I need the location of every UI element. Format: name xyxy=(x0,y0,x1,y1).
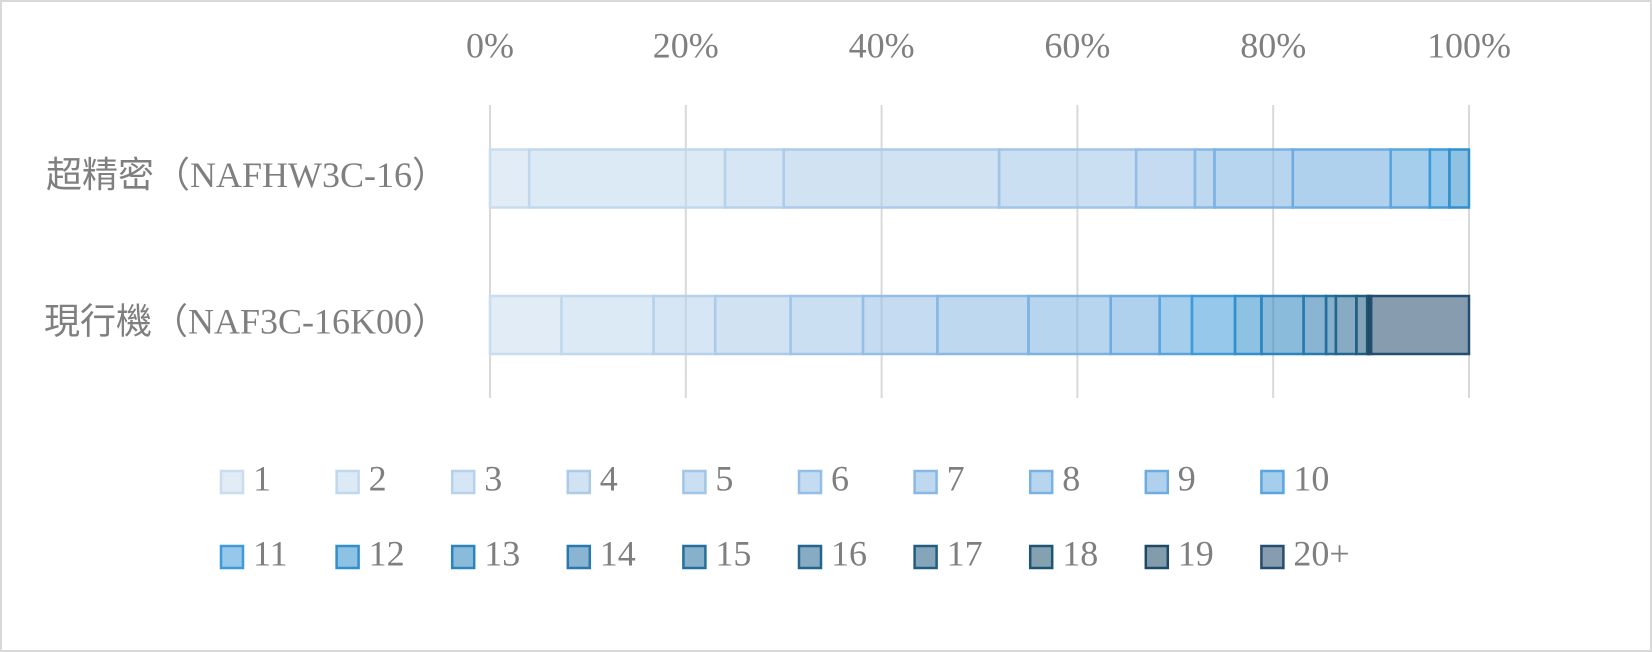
x-tick-label: 40% xyxy=(849,25,915,65)
bar-segment xyxy=(1193,148,1216,209)
bar-segment xyxy=(1291,148,1392,209)
legend-swatch xyxy=(566,544,592,570)
bar-segment xyxy=(488,148,531,209)
legend-label: 17 xyxy=(947,533,983,573)
legend-swatch xyxy=(682,544,707,570)
legend-swatch xyxy=(1260,469,1285,495)
x-tick-label: 80% xyxy=(1240,25,1306,65)
bar-segment xyxy=(1213,148,1295,209)
bar-segment xyxy=(782,148,1001,209)
legend-label: 10 xyxy=(1293,458,1329,498)
bar-segment xyxy=(1324,294,1338,356)
bar-segment xyxy=(1158,294,1194,356)
bar-segment xyxy=(1369,294,1471,356)
legend-swatch xyxy=(682,469,707,495)
legend-label: 6 xyxy=(831,458,849,498)
bar-segment xyxy=(1134,148,1197,209)
bar-segment xyxy=(1448,148,1471,209)
legend-swatch xyxy=(566,469,592,495)
bar-segment xyxy=(560,294,655,356)
x-tick-label: 0% xyxy=(466,25,514,65)
legend-swatch xyxy=(1028,469,1054,495)
bar-segment xyxy=(713,294,792,356)
x-tick-label: 100% xyxy=(1427,25,1511,65)
legend-label: 8 xyxy=(1062,458,1080,498)
legend-swatch xyxy=(450,544,476,570)
legend-label: 3 xyxy=(484,458,502,498)
bar-segment xyxy=(1428,148,1451,209)
legend-swatch xyxy=(219,544,245,570)
bar-segment xyxy=(1260,294,1305,356)
legend-label: 12 xyxy=(369,533,405,573)
legend-label: 5 xyxy=(715,458,733,498)
legend-swatch xyxy=(335,469,360,495)
bar-segment xyxy=(1027,294,1112,356)
legend-label: 1 xyxy=(253,458,271,498)
bar-segment xyxy=(527,148,727,209)
legend-label: 13 xyxy=(484,533,520,573)
legend-label: 11 xyxy=(253,533,288,573)
bar-segment xyxy=(789,294,865,356)
bar-segment xyxy=(652,294,717,356)
legend-label: 18 xyxy=(1062,533,1098,573)
legend-swatch xyxy=(797,469,823,495)
legend-label: 4 xyxy=(600,458,618,498)
legend-swatch xyxy=(450,469,476,495)
y-tick-label: 超精密（NAFHW3C-16） xyxy=(46,155,448,195)
legend-label: 16 xyxy=(831,533,867,573)
legend-label: 15 xyxy=(715,533,751,573)
legend-swatch xyxy=(1144,544,1170,570)
legend-swatch xyxy=(913,469,938,495)
legend-swatch xyxy=(219,469,245,495)
bar-segment xyxy=(1389,148,1432,209)
legend-swatch xyxy=(335,544,360,570)
bar-segment xyxy=(488,294,563,356)
x-tick-label: 60% xyxy=(1044,25,1110,65)
legend-label: 20+ xyxy=(1293,533,1349,573)
bar-segment xyxy=(1233,294,1263,356)
legend-swatch xyxy=(913,544,938,570)
bar-segment xyxy=(1302,294,1328,356)
legend-label: 2 xyxy=(369,458,387,498)
bar-segment xyxy=(936,294,1030,356)
legend-label: 19 xyxy=(1178,533,1214,573)
bar-segment xyxy=(861,294,939,356)
legend-label: 14 xyxy=(600,533,636,573)
legend-label: 7 xyxy=(947,458,965,498)
legend-swatch xyxy=(1028,544,1054,570)
x-tick-label: 20% xyxy=(653,25,719,65)
legend-swatch xyxy=(1144,469,1170,495)
y-tick-label: 現行機（NAF3C-16K00） xyxy=(44,301,448,341)
bar-segment xyxy=(1334,294,1358,356)
bar-segment xyxy=(723,148,785,209)
bar-segment xyxy=(1190,294,1237,356)
legend-label: 9 xyxy=(1178,458,1196,498)
bar-segment xyxy=(997,148,1138,209)
legend-swatch xyxy=(1260,544,1285,570)
legend-swatch xyxy=(797,544,823,570)
bar-segment xyxy=(1109,294,1161,356)
bar-segment xyxy=(1355,294,1369,356)
